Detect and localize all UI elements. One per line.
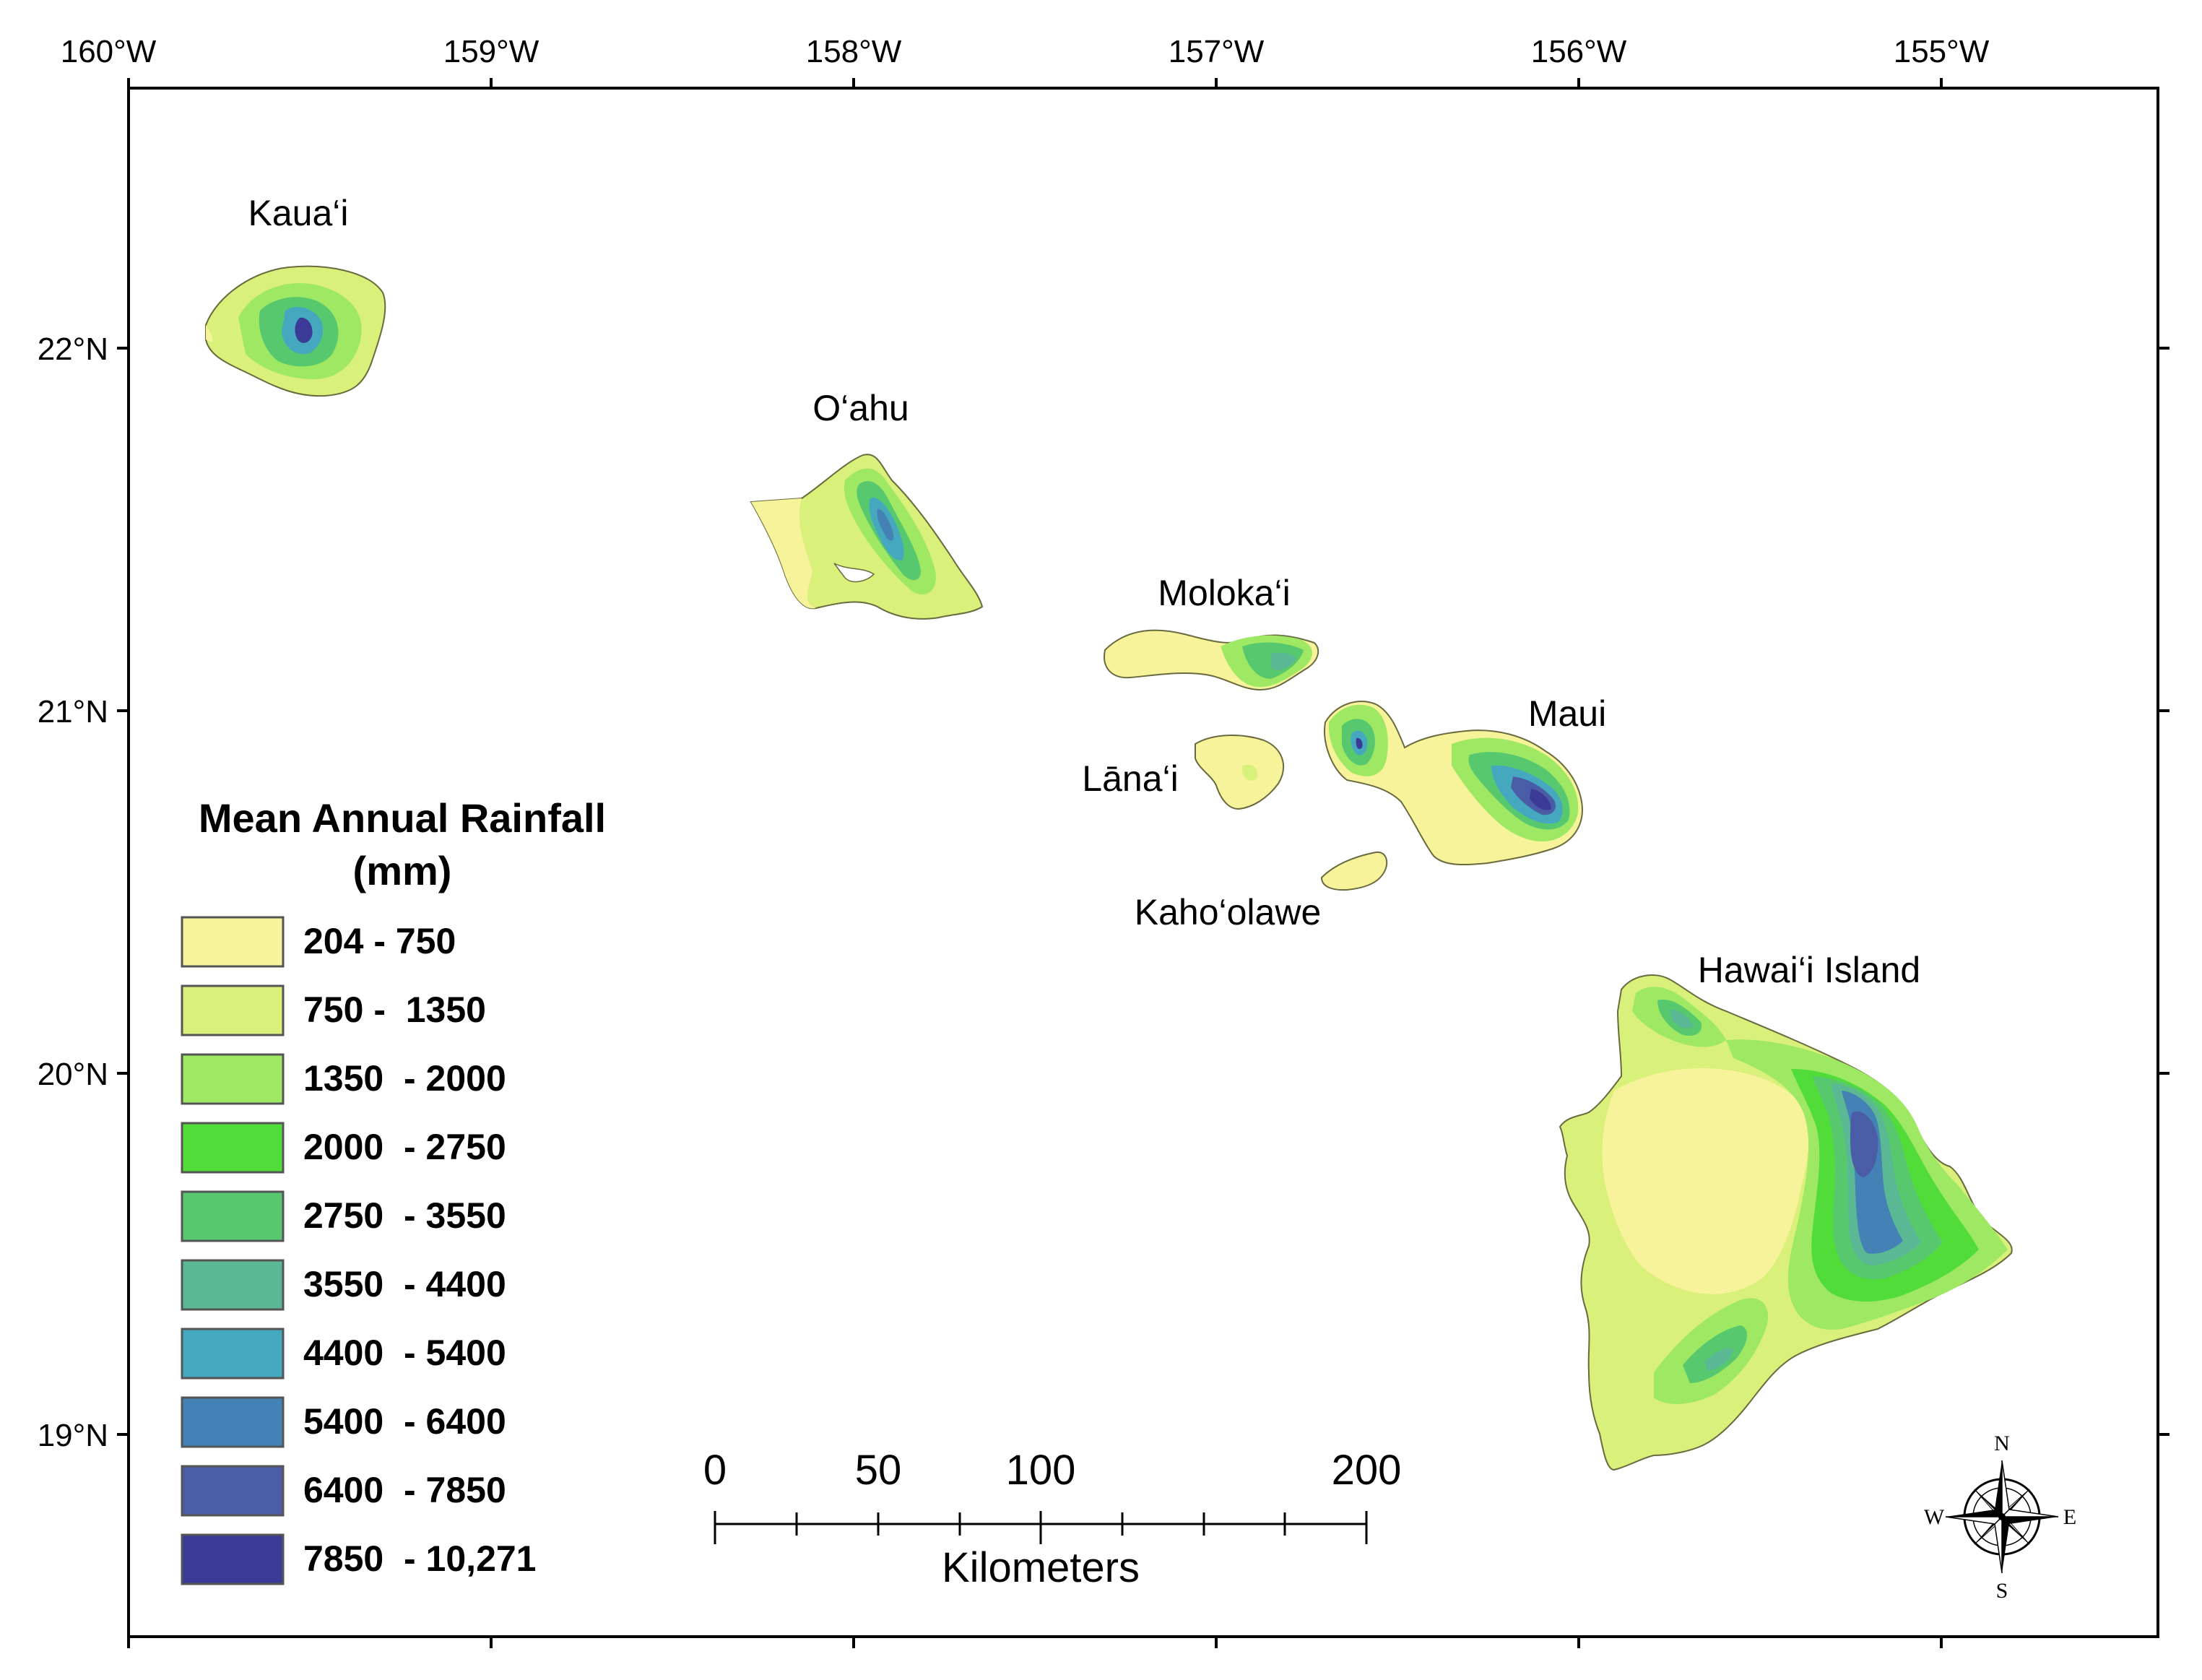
island-label-kahoolawe: Kaho‘olawe <box>1135 892 1322 932</box>
scale-tick-label: 0 <box>703 1447 727 1494</box>
legend-swatch <box>181 1465 285 1517</box>
compass-north-label: N <box>1994 1432 2010 1455</box>
longitude-label: 155°W <box>1894 34 1990 69</box>
latitude-label: 21°N <box>38 694 108 729</box>
legend-label: 1350 - 2000 <box>303 1058 506 1099</box>
legend-label: 204 - 750 <box>303 921 456 961</box>
compass-south-label: S <box>1996 1579 2008 1603</box>
island-oahu <box>750 454 984 620</box>
right-latitude-ticks <box>2158 347 2170 1436</box>
legend-swatch <box>181 1053 285 1105</box>
legend-label: 7850 - 10,271 <box>303 1538 537 1579</box>
island-label-hawaii: Hawai‘i Island <box>1698 950 1920 990</box>
longitude-label: 157°W <box>1169 34 1265 69</box>
island-label-molokai: Moloka‘i <box>1158 573 1290 613</box>
legend-title: Mean Annual Rainfall <box>199 795 606 841</box>
legend-subtitle: (mm) <box>353 848 452 893</box>
map-frame <box>127 87 2159 1638</box>
legend-swatch <box>181 984 285 1036</box>
top-longitude-ticks <box>127 78 1943 88</box>
legend-label: 5400 - 6400 <box>303 1401 506 1442</box>
compass-east-label: E <box>2063 1505 2076 1529</box>
longitude-label: 160°W <box>61 34 157 69</box>
island-hawaii <box>1559 974 2013 1471</box>
legend-label: 750 - 1350 <box>303 990 486 1030</box>
legend-label: 6400 - 7850 <box>303 1470 506 1510</box>
island-label-maui: Maui <box>1528 693 1606 734</box>
island-label-kauai: Kaua‘i <box>248 193 349 233</box>
longitude-label: 156°W <box>1531 34 1627 69</box>
legend-swatch <box>181 1122 285 1174</box>
longitude-label: 159°W <box>443 34 539 69</box>
legend-swatch <box>181 1259 285 1311</box>
island-kauai <box>205 265 386 397</box>
legend-swatch <box>181 1533 285 1585</box>
latitude-label: 20°N <box>38 1057 108 1092</box>
legend-swatch <box>181 1396 285 1448</box>
legend-swatch <box>181 916 285 968</box>
island-label-oahu: O‘ahu <box>812 388 909 428</box>
island-label-lanai: Lāna‘i <box>1082 758 1178 799</box>
legend-label: 4400 - 5400 <box>303 1333 506 1373</box>
legend-label: 2000 - 2750 <box>303 1127 506 1167</box>
legend-items: 204 - 750 750 - 1350 1350 - 2000 2000 - 275… <box>181 916 537 1585</box>
latitude-label: 19°N <box>38 1418 108 1453</box>
longitude-label: 158°W <box>806 34 902 69</box>
legend-swatch <box>181 1190 285 1242</box>
scale-tick-label: 50 <box>855 1447 902 1494</box>
compass-west-label: W <box>1924 1505 1945 1529</box>
island-lanai <box>1195 735 1285 810</box>
compass-rose-icon: N S E W <box>1924 1432 2076 1603</box>
legend-swatch <box>181 1328 285 1380</box>
island-kahoolawe <box>1320 851 1388 891</box>
island-maui <box>1324 701 1583 866</box>
scale-unit-label: Kilometers <box>942 1544 1140 1591</box>
legend: Mean Annual Rainfall (mm) 204 - 750 750 -… <box>181 795 606 1585</box>
bottom-longitude-ticks <box>127 1637 1943 1648</box>
legend-label: 3550 - 4400 <box>303 1264 506 1304</box>
scale-tick-label: 200 <box>1332 1447 1402 1494</box>
island-molokai <box>1104 629 1319 691</box>
scale-tick-label: 100 <box>1006 1447 1076 1494</box>
legend-label: 2750 - 3550 <box>303 1195 506 1236</box>
latitude-label: 22°N <box>38 332 108 367</box>
scale-bar: 0 50 100 200 Kilometers <box>703 1447 1402 1591</box>
left-latitude-ticks <box>117 347 129 1436</box>
